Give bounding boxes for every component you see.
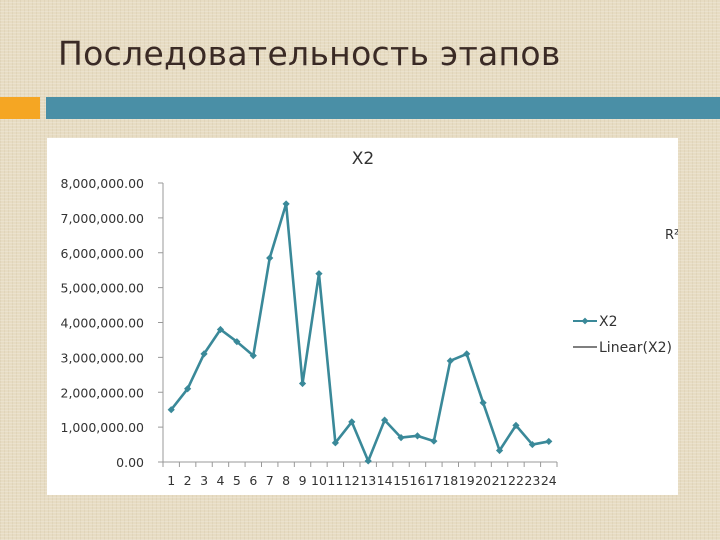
data-point bbox=[364, 457, 372, 465]
data-point bbox=[282, 200, 290, 208]
x-tick-label: 18 bbox=[442, 473, 458, 488]
r-squared-annotation: R² bbox=[665, 228, 678, 243]
x-tick-label: 2 bbox=[184, 473, 192, 488]
x-tick-label: 15 bbox=[393, 473, 409, 488]
y-tick-label: 7,000,000.00 bbox=[61, 211, 145, 226]
x-tick-label: 13 bbox=[360, 473, 376, 488]
x-tick-label: 7 bbox=[266, 473, 274, 488]
series-line-x2 bbox=[170, 202, 550, 463]
legend-label-linear: Linear(X2) bbox=[599, 340, 672, 356]
x-tick-label: 16 bbox=[410, 473, 426, 488]
y-tick-label: 8,000,000.00 bbox=[61, 176, 145, 191]
y-tick-label: 6,000,000.00 bbox=[61, 246, 145, 261]
y-tick-label: 0.00 bbox=[116, 455, 144, 470]
x-tick-label: 3 bbox=[200, 473, 208, 488]
chart-panel: X2 0.00 1,000,000.00 2,000,000.00 3,000,000.… bbox=[47, 138, 678, 495]
data-point bbox=[167, 406, 175, 414]
x-tick-label: 12 bbox=[344, 473, 360, 488]
data-point bbox=[184, 385, 192, 393]
data-point bbox=[430, 437, 438, 445]
legend-marker-x2 bbox=[581, 317, 589, 325]
data-point bbox=[298, 379, 307, 388]
slide-title: Последовательность этапов bbox=[58, 34, 561, 73]
data-point bbox=[479, 399, 487, 407]
x-tick-label: 5 bbox=[233, 473, 241, 488]
y-tick-label: 3,000,000.00 bbox=[61, 350, 145, 365]
data-point bbox=[495, 446, 504, 455]
data-point bbox=[397, 433, 405, 442]
accent-box bbox=[0, 97, 40, 119]
x-tick-label: 14 bbox=[377, 473, 393, 488]
data-point bbox=[528, 440, 536, 449]
data-point bbox=[413, 432, 422, 440]
x-tick-label: 10 bbox=[311, 473, 327, 488]
x-tick-label: 4 bbox=[216, 473, 224, 488]
data-point bbox=[348, 418, 356, 426]
accent-bar bbox=[46, 97, 720, 119]
legend-label-x2: X2 bbox=[599, 314, 618, 330]
x-tick-label: 24 bbox=[541, 473, 557, 488]
x-tick-label: 20 bbox=[475, 473, 491, 488]
line-chart: X2 0.00 1,000,000.00 2,000,000.00 3,000,000.… bbox=[61, 149, 679, 488]
x-tick-label: 22 bbox=[508, 473, 524, 488]
x-tick-label: 23 bbox=[524, 473, 540, 488]
x-tick-label: 6 bbox=[249, 473, 257, 488]
y-tick-label: 2,000,000.00 bbox=[61, 385, 145, 400]
y-tick-label: 5,000,000.00 bbox=[61, 281, 145, 296]
x-tick-label: 17 bbox=[426, 473, 442, 488]
x-tick-label: 9 bbox=[299, 473, 307, 488]
data-point bbox=[266, 254, 274, 262]
data-point bbox=[446, 357, 454, 365]
x-tick-label: 1 bbox=[167, 473, 175, 488]
data-point bbox=[512, 421, 520, 429]
y-tick-label: 1,000,000.00 bbox=[61, 420, 145, 435]
y-tick-label: 4,000,000.00 bbox=[61, 316, 145, 331]
data-point bbox=[545, 437, 553, 446]
data-point bbox=[463, 350, 471, 358]
x-tick-label: 19 bbox=[459, 473, 475, 488]
chart-title: X2 bbox=[352, 149, 374, 169]
data-point bbox=[315, 270, 323, 278]
data-point bbox=[381, 416, 389, 424]
x-tick-label: 8 bbox=[282, 473, 290, 488]
data-point bbox=[200, 350, 208, 358]
data-point bbox=[331, 439, 339, 447]
x-tick-label: 11 bbox=[327, 473, 343, 488]
x-tick-label: 21 bbox=[492, 473, 508, 488]
